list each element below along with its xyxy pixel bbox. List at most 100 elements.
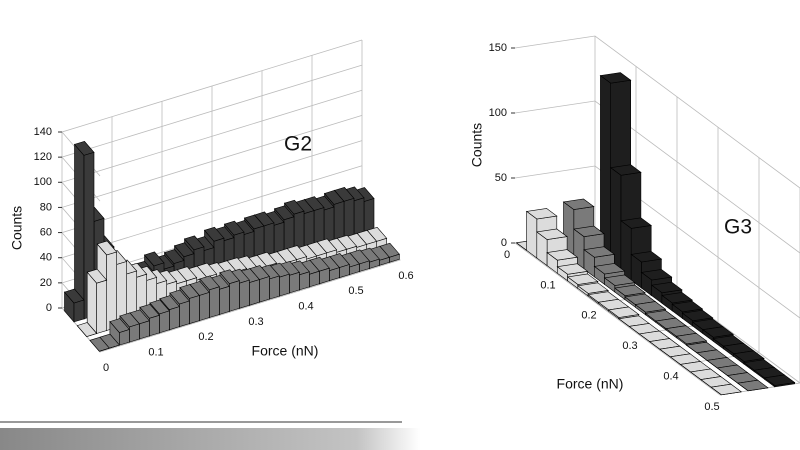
bar-front <box>319 267 330 285</box>
y-axis-label: Counts <box>469 123 485 167</box>
bar-front <box>661 294 673 312</box>
bar-front <box>583 249 595 278</box>
x-tick-label: 0 <box>504 249 510 261</box>
bar <box>675 332 708 346</box>
y-tick-label: 0 <box>501 237 507 249</box>
bar-front <box>546 252 558 274</box>
bar-front <box>710 386 722 396</box>
bar-front <box>309 270 320 288</box>
y-tick-label: 80 <box>40 201 52 213</box>
grid-line <box>514 35 800 189</box>
bar-front <box>179 300 190 328</box>
bar <box>763 374 796 388</box>
bar-front <box>119 329 130 346</box>
chart-title: G3 <box>724 216 752 239</box>
chart: 0 20 40 60 80 100 120 140 0 0.1 0.2 0.3 0.4 0.5 0.6 G2 C… <box>9 39 414 374</box>
shadow <box>0 428 420 450</box>
bar-front <box>567 276 579 289</box>
y-tick-label: 100 <box>34 176 52 188</box>
y-tick-label: 150 <box>489 42 507 54</box>
bar-front <box>109 344 120 349</box>
bar <box>76 322 98 337</box>
bar-front <box>289 271 300 294</box>
bar-front <box>593 265 605 285</box>
y-tick-label: 40 <box>40 252 52 264</box>
x-axis-label: Force (nN) <box>252 343 319 359</box>
bar-front <box>299 271 310 291</box>
bar-front <box>333 200 345 243</box>
bar-front <box>651 284 663 304</box>
bar-front <box>641 271 653 297</box>
bar-front <box>106 251 117 331</box>
bar-front <box>682 312 694 327</box>
bar-front <box>764 377 776 388</box>
bar-front <box>634 304 646 316</box>
bar-front <box>139 320 150 340</box>
x-tick-label: 0.1 <box>148 347 163 359</box>
x-tick-label: 0.4 <box>298 301 313 313</box>
bar-front <box>577 285 589 297</box>
bar-front <box>219 285 230 315</box>
bar-front <box>96 279 107 334</box>
bar-front <box>209 286 220 318</box>
bar-front <box>353 197 365 237</box>
bar <box>607 306 640 320</box>
bar-front <box>169 306 180 331</box>
grid-line <box>514 100 800 254</box>
bar-front <box>269 275 280 300</box>
bar-front <box>630 253 642 289</box>
bar-front <box>363 198 375 234</box>
bar <box>89 336 110 352</box>
bar-front <box>526 210 538 259</box>
bar <box>737 379 769 392</box>
bar <box>109 318 130 346</box>
x-axis-label: Force (nN) <box>557 376 624 392</box>
x-tick-label: 0.3 <box>248 316 263 328</box>
x-tick-label: 0.1 <box>540 279 555 291</box>
y-tick-label: 60 <box>40 226 52 238</box>
bar-front <box>556 266 568 282</box>
x-tick-label: 0.5 <box>704 401 719 413</box>
y-tick-label: 50 <box>495 172 507 184</box>
bar-front <box>99 347 110 352</box>
grid-line <box>719 188 800 396</box>
bar-front <box>189 295 200 325</box>
chart: 0 50 100 150 0 0.1 0.2 0.3 0.4 0.5 G3 Counts Force (… <box>469 35 800 413</box>
y-tick-label: 120 <box>34 151 52 163</box>
y-axis-label: Counts <box>9 206 25 250</box>
y-tick-label: 0 <box>46 302 52 314</box>
bar <box>732 350 765 365</box>
bar <box>86 268 108 335</box>
bar-front <box>671 303 683 319</box>
x-tick-label: 0.2 <box>198 331 213 343</box>
bar <box>710 383 743 396</box>
bar-front <box>259 276 270 303</box>
bar-front <box>159 310 170 334</box>
bar-front <box>249 279 260 306</box>
bar-front <box>279 273 290 297</box>
bar-front <box>73 299 85 323</box>
bar-front <box>536 231 548 267</box>
bar-front <box>614 287 626 301</box>
chart-title: G2 <box>284 133 312 156</box>
x-tick-label: 0.2 <box>581 310 596 322</box>
bar-front <box>129 323 140 343</box>
bar-front <box>343 197 355 240</box>
bar-front <box>86 333 97 337</box>
y-tick-label: 20 <box>40 277 52 289</box>
bar <box>63 288 85 323</box>
bar-front <box>608 309 620 320</box>
y-tick-label: 140 <box>34 126 52 138</box>
x-tick-label: 0.5 <box>348 285 363 297</box>
bar-front <box>733 353 745 365</box>
bar-front <box>604 277 616 293</box>
x-tick-label: 0.6 <box>398 270 413 282</box>
bar-front <box>737 382 749 392</box>
bar-front <box>239 279 250 309</box>
bar-front <box>199 291 210 322</box>
bar-front <box>229 280 240 312</box>
x-tick-label: 0 <box>103 362 109 374</box>
bar-front <box>702 329 714 342</box>
